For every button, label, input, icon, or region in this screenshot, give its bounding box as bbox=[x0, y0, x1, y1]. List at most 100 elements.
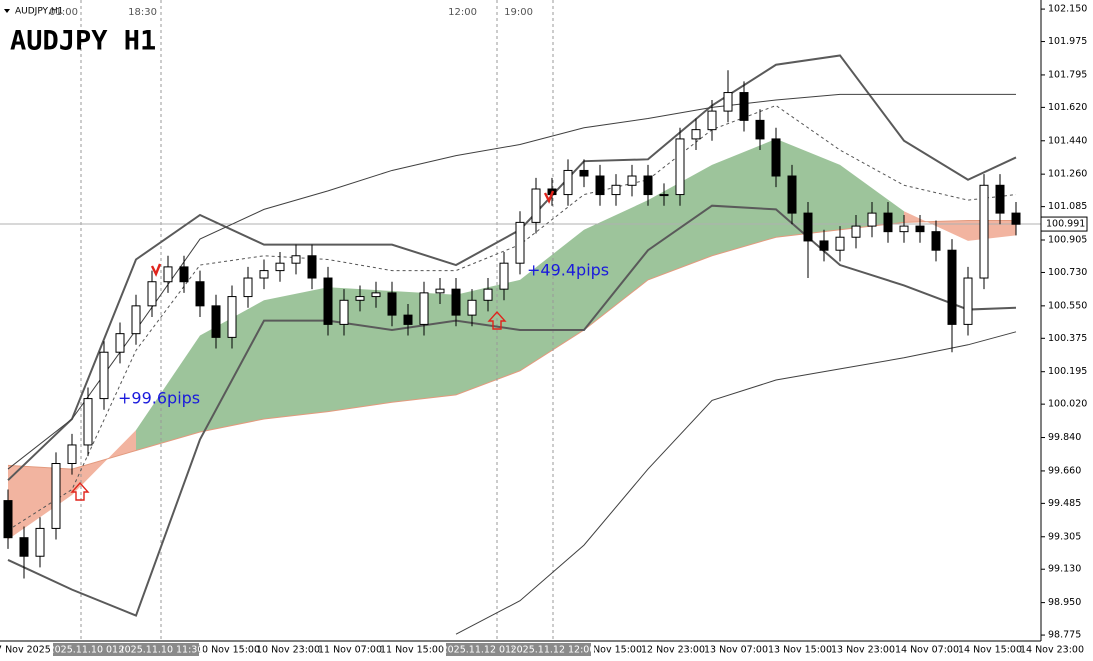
candle-body bbox=[563, 169, 573, 196]
y-tick-label: 101.975 bbox=[1048, 36, 1087, 47]
price-axis bbox=[1041, 0, 1093, 661]
plot-area bbox=[0, 0, 1041, 641]
candle-body bbox=[483, 288, 493, 301]
crosshair-label: 2025.11.10 01:00 bbox=[49, 645, 134, 656]
candle-body bbox=[803, 212, 813, 242]
candle-body bbox=[531, 188, 541, 223]
candle-body bbox=[99, 351, 109, 400]
top-bar: 12:00 19:00 18:30 01:00 AUDJPY,H1 bbox=[4, 7, 533, 18]
candle-body bbox=[851, 225, 861, 238]
candle-body bbox=[611, 184, 621, 196]
candle-body bbox=[819, 240, 829, 251]
y-tick-label: 99.660 bbox=[1048, 465, 1081, 476]
x-tick-label: 13 Nov 07:00 bbox=[704, 645, 768, 656]
candle-body bbox=[275, 262, 285, 272]
symbol-label[interactable]: AUDJPY,H1 bbox=[15, 7, 63, 17]
candle-body bbox=[739, 92, 749, 121]
candle-body bbox=[675, 138, 685, 196]
candle-body bbox=[499, 262, 509, 290]
candle-body bbox=[243, 277, 253, 298]
y-tick-label: 100.730 bbox=[1048, 267, 1087, 278]
candle-body bbox=[947, 249, 957, 325]
period-separators bbox=[80, 0, 554, 641]
exit-mark bbox=[543, 190, 555, 204]
candle-body bbox=[259, 270, 269, 279]
candle-body bbox=[579, 169, 589, 177]
y-tick-label: 101.440 bbox=[1048, 135, 1087, 146]
crosshair-label: 2025.11.12 01:00 bbox=[442, 645, 527, 656]
menu-caret bbox=[4, 9, 10, 13]
candle-body bbox=[963, 277, 973, 325]
chart-title: AUDJPY H1 bbox=[10, 26, 156, 57]
x-tick-label: 11 Nov 15:00 bbox=[380, 645, 444, 656]
cloud-segment bbox=[72, 430, 136, 496]
signals bbox=[70, 190, 555, 501]
candle-body bbox=[595, 175, 605, 196]
time-label: 12:00 bbox=[448, 7, 477, 18]
y-tick-label: 101.260 bbox=[1048, 169, 1087, 180]
x-tick-label: 14 Nov 23:00 bbox=[1020, 645, 1084, 656]
annotation: +99.6pips bbox=[118, 389, 200, 408]
y-tick-label: 98.775 bbox=[1048, 630, 1081, 641]
cloud-segment bbox=[264, 287, 328, 419]
time-label: 19:00 bbox=[504, 7, 533, 18]
cloud-edge bbox=[7, 220, 1016, 470]
y-tick-label: 99.130 bbox=[1048, 564, 1081, 575]
candle-body bbox=[915, 225, 925, 233]
candle-body bbox=[659, 194, 669, 197]
buy-arrow bbox=[487, 310, 507, 330]
candle-body bbox=[403, 314, 413, 325]
candle-body bbox=[339, 299, 349, 325]
candle-body bbox=[867, 212, 877, 227]
axes: 102.150 101.975 101.795 101.620 101.440 101.2… bbox=[1040, 4, 1088, 641]
x-tick-label: 13 Nov 15:00 bbox=[768, 645, 832, 656]
candle-body bbox=[467, 299, 477, 316]
candle-body bbox=[627, 175, 637, 186]
candle-body bbox=[995, 184, 1005, 214]
x-tick-label: 14 Nov 07:00 bbox=[895, 645, 959, 656]
candle-body bbox=[227, 296, 237, 338]
candle-body bbox=[147, 281, 157, 307]
candle-body bbox=[323, 277, 333, 325]
crosshair-box bbox=[515, 643, 591, 656]
candle-body bbox=[195, 281, 205, 307]
candle-body bbox=[435, 288, 445, 294]
candle-body bbox=[707, 110, 717, 131]
x-tick-label: 12 Nov 15:00 bbox=[578, 645, 642, 656]
cloud-segment bbox=[520, 229, 584, 371]
price-tag-label: 100.991 bbox=[1046, 219, 1085, 230]
candle-body bbox=[355, 296, 365, 301]
candle-body bbox=[179, 266, 189, 283]
time-label: 18:30 bbox=[128, 7, 157, 18]
candle-body bbox=[771, 138, 781, 177]
y-tick-label: 101.085 bbox=[1048, 201, 1087, 212]
y-tick-label: 101.620 bbox=[1048, 102, 1087, 113]
candle-body bbox=[691, 129, 701, 140]
x-tick-label: 11 Nov 07:00 bbox=[318, 645, 382, 656]
candle-body bbox=[835, 236, 845, 251]
y-tick-label: 99.305 bbox=[1048, 531, 1081, 542]
candle-body bbox=[19, 537, 29, 557]
x-tick-label: 13 Nov 23:00 bbox=[831, 645, 895, 656]
candle-body bbox=[371, 292, 381, 298]
cloud-segment bbox=[136, 335, 200, 451]
candle-body bbox=[419, 292, 429, 325]
candle-body bbox=[787, 175, 797, 214]
candle-body bbox=[1011, 212, 1021, 225]
crosshair-box bbox=[123, 643, 199, 656]
candle-body bbox=[883, 212, 893, 233]
indicator-line bbox=[7, 93, 1016, 470]
y-tick-label: 100.550 bbox=[1048, 300, 1087, 311]
candle-body bbox=[931, 231, 941, 251]
crosshair-box bbox=[53, 643, 129, 656]
candle-body bbox=[387, 292, 397, 316]
price-tag bbox=[1040, 216, 1088, 232]
y-tick-label: 100.195 bbox=[1048, 366, 1087, 377]
crosshair-box bbox=[446, 643, 522, 656]
candle-body bbox=[51, 463, 61, 529]
y-tick-label: 100.905 bbox=[1048, 235, 1087, 246]
time-label: 01:00 bbox=[49, 7, 78, 18]
candle-body bbox=[163, 266, 173, 283]
y-tick-label: 101.795 bbox=[1048, 69, 1087, 80]
